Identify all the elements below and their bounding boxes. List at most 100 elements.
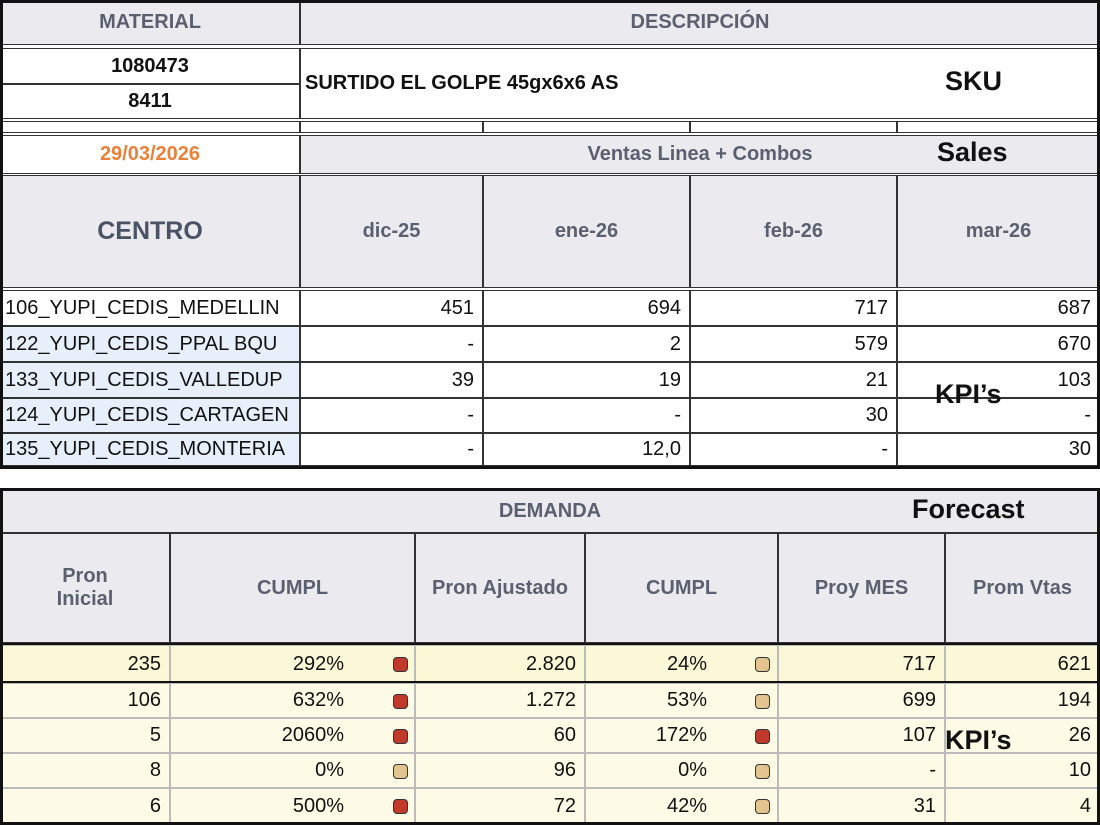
forecast-value: 8 <box>0 753 170 788</box>
sales-value: 39 <box>300 362 483 398</box>
section-tag: SKU <box>945 66 1002 97</box>
header-cell: DESCRIPCIÓN <box>300 0 1100 45</box>
sales-value-text: 717 <box>854 296 888 319</box>
column-header: CUMPL <box>170 533 415 643</box>
section-tag: Sales <box>937 137 1008 168</box>
header-cell-text: Ventas Linea + Combos <box>587 143 813 165</box>
sales-value: 694 <box>483 290 690 326</box>
forecast-value: 699 <box>778 683 945 718</box>
forecast-value-text: 72 <box>553 794 576 817</box>
forecast-value: 2060% <box>170 718 415 753</box>
section-tag-text: Forecast <box>912 494 1025 524</box>
status-icon <box>755 728 770 744</box>
forecast-value: 4 <box>945 788 1100 824</box>
status-icon <box>393 657 408 672</box>
status-icon <box>755 657 770 672</box>
sales-value-text: 21 <box>865 368 888 391</box>
sales-value: 670 <box>897 326 1100 362</box>
spacer-cell <box>300 121 483 133</box>
spacer-cell <box>483 121 690 133</box>
forecast-value-text: 60 <box>553 724 576 746</box>
forecast-value-text: 26 <box>1068 724 1091 746</box>
column-header-text: ene-26 <box>554 220 619 242</box>
forecast-value: 60 <box>415 718 585 753</box>
forecast-value: 194 <box>945 683 1100 718</box>
header-cell: MATERIAL <box>0 0 300 45</box>
spacer-cell <box>0 121 300 133</box>
forecast-value-text: 0% <box>315 759 344 781</box>
forecast-value: 632% <box>170 683 415 718</box>
description-cell-text: SURTIDO EL GOLPE 45gx6x6 AS <box>305 72 619 94</box>
center-name: 122_YUPI_CEDIS_PPAL BQU <box>0 326 300 362</box>
forecast-value-text: 106 <box>127 689 161 711</box>
status-icon <box>393 693 408 709</box>
sales-value: - <box>300 433 483 466</box>
column-header: Pron Inicial <box>0 533 170 643</box>
sales-value: 687 <box>897 290 1100 326</box>
header-cell-text: DEMANDA <box>498 500 602 522</box>
status-icon <box>393 763 408 779</box>
forecast-value: 6 <box>0 788 170 824</box>
sales-value: 30 <box>690 398 897 433</box>
forecast-value-text: 5 <box>149 724 161 746</box>
sales-value-text: 579 <box>854 332 888 355</box>
column-header-text: Prom Vtas <box>973 576 1072 599</box>
sales-value-text: - <box>467 438 474 460</box>
sales-value-text: 19 <box>658 368 681 391</box>
forecast-value-text: 172% <box>655 724 707 746</box>
forecast-value: 5 <box>0 718 170 753</box>
forecast-value: 500% <box>170 788 415 824</box>
column-header: feb-26 <box>690 175 897 288</box>
sales-value-text: 2 <box>669 332 681 355</box>
sales-value: - <box>300 398 483 433</box>
spacer-cell <box>690 121 897 133</box>
sales-value-text: - <box>1084 404 1091 426</box>
forecast-value: 53% <box>585 683 778 718</box>
forecast-value-text: 8 <box>149 759 161 781</box>
date-cell-text: 29/03/2026 <box>99 143 201 165</box>
spacer-cell <box>897 121 1100 133</box>
sales-value: 579 <box>690 326 897 362</box>
column-header-text: dic-25 <box>362 220 421 242</box>
code-cell: 8411 <box>0 84 300 119</box>
section-tag-text: KPI’s <box>945 725 1012 755</box>
status-icon <box>755 693 770 709</box>
forecast-value-text: 235 <box>127 652 161 675</box>
forecast-value: 96 <box>415 753 585 788</box>
forecast-value-text: 96 <box>553 759 576 781</box>
section-tag: KPI’s <box>945 725 1012 756</box>
sales-value-text: 103 <box>1057 368 1091 391</box>
forecast-value-text: 31 <box>913 794 936 817</box>
sales-value: 19 <box>483 362 690 398</box>
sales-value: 717 <box>690 290 897 326</box>
forecast-value: 235 <box>0 645 170 683</box>
header-cell-text: MATERIAL <box>99 11 201 33</box>
sales-value: 21 <box>690 362 897 398</box>
forecast-value-text: 632% <box>292 689 344 711</box>
forecast-value: 292% <box>170 645 415 683</box>
date-cell: 29/03/2026 <box>0 135 300 174</box>
forecast-value-text: 621 <box>1057 652 1091 675</box>
forecast-value-text: 699 <box>902 689 936 711</box>
sales-value-text: 30 <box>865 404 888 426</box>
sales-value-text: - <box>467 332 474 355</box>
forecast-value-text: 194 <box>1057 689 1091 711</box>
sales-value-text: - <box>674 404 681 426</box>
section-tag: Forecast <box>912 494 1025 525</box>
sales-value: 12,0 <box>483 433 690 466</box>
status-icon <box>393 728 408 744</box>
center-name-text: 122_YUPI_CEDIS_PPAL BQU <box>5 332 278 355</box>
forecast-value-text: 2060% <box>281 724 344 746</box>
column-header-text: CENTRO <box>97 217 203 245</box>
forecast-value-text: 2.820 <box>525 652 576 675</box>
column-header: dic-25 <box>300 175 483 288</box>
forecast-value-text: 0% <box>678 759 707 781</box>
sales-value-text: - <box>467 404 474 426</box>
forecast-value-text: 42% <box>666 794 707 817</box>
column-header-text: CUMPL <box>256 576 329 599</box>
section-tag-text: Sales <box>937 137 1008 167</box>
forecast-value: 10 <box>945 753 1100 788</box>
section-tag: KPI’s <box>935 379 1002 410</box>
forecast-value: 2.820 <box>415 645 585 683</box>
center-name-text: 135_YUPI_CEDIS_MONTERIA <box>5 438 286 460</box>
